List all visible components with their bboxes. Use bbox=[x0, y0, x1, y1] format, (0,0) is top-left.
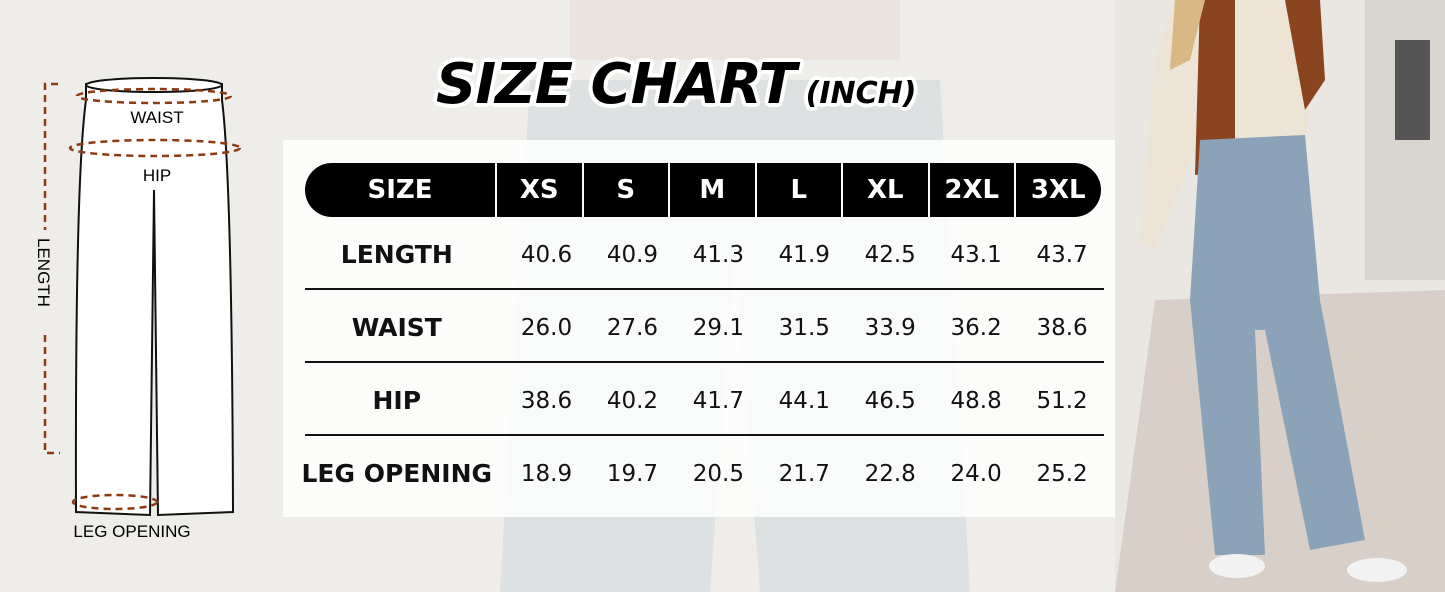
cell-value: 31.5 bbox=[778, 314, 830, 341]
cell-value: 43.7 bbox=[1036, 241, 1088, 268]
cell-value: 41.7 bbox=[692, 387, 744, 414]
cell-value: 41.9 bbox=[778, 241, 830, 268]
cell-value: 40.9 bbox=[606, 241, 659, 268]
row-label: HIP bbox=[372, 386, 422, 415]
row-divider bbox=[305, 288, 1104, 290]
table-row: HIP 38.6 40.2 41.7 44.1 46.5 48.8 51.2 bbox=[290, 364, 1105, 437]
cell-value: 18.9 bbox=[520, 460, 573, 487]
page-title: SIZE CHART (INCH) bbox=[436, 52, 917, 117]
header-s: S bbox=[583, 163, 668, 217]
cell-value: 25.2 bbox=[1036, 460, 1088, 487]
length-label: LENGTH bbox=[34, 238, 53, 307]
cell-value: 24.0 bbox=[950, 460, 1002, 487]
cell-value: 33.9 bbox=[864, 314, 916, 341]
cell-value: 43.1 bbox=[950, 241, 1002, 268]
cell-value: 38.6 bbox=[520, 387, 573, 414]
cell-value: 21.7 bbox=[778, 460, 830, 487]
cell-value: 51.2 bbox=[1036, 387, 1088, 414]
header-2xl: 2XL bbox=[929, 163, 1014, 217]
size-table-header: SIZE XS S M L XL 2XL 3XL bbox=[305, 163, 1104, 217]
row-divider bbox=[305, 361, 1104, 363]
header-size: SIZE bbox=[305, 163, 495, 217]
cell-value: 20.5 bbox=[692, 460, 744, 487]
cell-value: 27.6 bbox=[606, 314, 659, 341]
leg-opening-label: LEG OPENING bbox=[73, 522, 190, 541]
waist-label: WAIST bbox=[130, 108, 183, 127]
cell-value: 44.1 bbox=[778, 387, 830, 414]
table-row: LENGTH 40.6 40.9 41.3 41.9 42.5 43.1 43.7 bbox=[290, 218, 1105, 291]
header-l: L bbox=[756, 163, 841, 217]
cell-value: 41.3 bbox=[692, 241, 744, 268]
cell-value: 19.7 bbox=[606, 460, 659, 487]
model-photo bbox=[1115, 0, 1445, 592]
hip-label: HIP bbox=[143, 166, 171, 185]
header-xl: XL bbox=[843, 163, 928, 217]
header-m: M bbox=[670, 163, 755, 217]
cell-value: 36.2 bbox=[950, 314, 1002, 341]
row-label: WAIST bbox=[351, 313, 442, 342]
row-label: LEG OPENING bbox=[301, 459, 493, 488]
cell-value: 46.5 bbox=[864, 387, 916, 414]
cell-value: 40.6 bbox=[520, 241, 573, 268]
cell-value: 29.1 bbox=[692, 314, 744, 341]
cell-value: 48.8 bbox=[950, 387, 1002, 414]
cell-value: 38.6 bbox=[1036, 314, 1088, 341]
header-3xl: 3XL bbox=[1016, 163, 1101, 217]
cell-value: 40.2 bbox=[606, 387, 659, 414]
pants-measurement-diagram: WAIST HIP LENGTH LEG OPENING bbox=[34, 77, 242, 541]
table-row: LEG OPENING 18.9 19.7 20.5 21.7 22.8 24.0 25.2 bbox=[290, 437, 1105, 510]
cell-value: 26.0 bbox=[520, 314, 573, 341]
table-row: WAIST 26.0 27.6 29.1 31.5 33.9 36.2 38.6 bbox=[290, 291, 1105, 364]
row-divider bbox=[305, 434, 1104, 436]
header-xs: XS bbox=[497, 163, 582, 217]
cell-value: 42.5 bbox=[864, 241, 916, 268]
row-label: LENGTH bbox=[340, 240, 453, 269]
cell-value: 22.8 bbox=[864, 460, 916, 487]
